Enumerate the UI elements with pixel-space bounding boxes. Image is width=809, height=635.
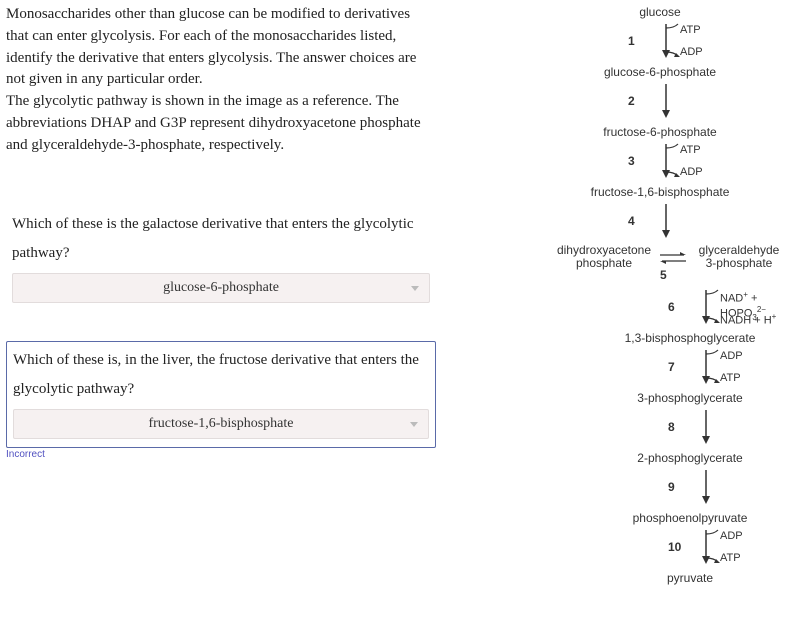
arrow-down-icon	[660, 82, 680, 122]
question-2-text: Which of these is, in the liver, the fru…	[13, 346, 429, 403]
question-2-selected: fructose-1,6-bisphosphate	[148, 416, 293, 432]
arrow-down-icon	[700, 348, 720, 388]
step-7-number: 7	[668, 360, 675, 374]
metabolite-2pg: 2-phosphoglycerate	[520, 450, 800, 466]
question-1-text: Which of these is the galactose derivati…	[12, 210, 430, 267]
step-9-number: 9	[668, 480, 675, 494]
step-8-number: 8	[668, 420, 675, 434]
question-2: Which of these is, in the liver, the fru…	[6, 341, 436, 448]
metabolite-3pg: 3-phosphoglycerate	[520, 390, 800, 406]
step-2-number: 2	[628, 94, 635, 108]
metabolite-dhap: dihydroxyacetone phosphate	[544, 244, 664, 270]
arrow-down-icon	[660, 22, 680, 62]
cofactor-nadh: NADH + H+	[720, 312, 776, 327]
question-1-selected: glucose-6-phosphate	[163, 280, 279, 296]
arrow-down-icon	[700, 408, 720, 448]
arrow-down-icon	[660, 202, 680, 242]
arrow-down-icon	[700, 288, 720, 328]
caret-icon	[410, 422, 418, 427]
dhap-line2: phosphate	[576, 256, 632, 270]
nadh-text: NADH + H	[720, 315, 772, 327]
arrow-down-icon	[700, 528, 720, 568]
metabolite-g3p: glyceraldehyde 3-phosphate	[684, 244, 794, 270]
g3p-line2: 3-phosphate	[706, 256, 773, 270]
question-1: Which of these is the galactose derivati…	[6, 206, 436, 311]
metabolite-fbp: fructose-1,6-bisphosphate	[520, 184, 800, 200]
metabolite-f6p: fructose-6-phosphate	[520, 124, 800, 140]
metabolite-g6p: glucose-6-phosphate	[520, 64, 800, 80]
step-3-number: 3	[628, 154, 635, 168]
nad-text: NAD	[720, 293, 743, 305]
cofactor-atp: ATP	[720, 552, 741, 564]
metabolite-bpg: 1,3-bisphosphoglycerate	[520, 330, 800, 346]
step-6-number: 6	[668, 300, 675, 314]
cofactor-adp: ADP	[720, 350, 743, 362]
cofactor-adp: ADP	[680, 46, 703, 58]
caret-icon	[411, 286, 419, 291]
step-4-number: 4	[628, 214, 635, 228]
cofactor-adp: ADP	[680, 166, 703, 178]
cofactor-atp: ATP	[720, 372, 741, 384]
h-sup: +	[772, 312, 777, 321]
step-10-number: 10	[668, 540, 681, 554]
arrow-down-icon	[660, 142, 680, 182]
arrow-down-icon	[700, 468, 720, 508]
question-1-dropdown[interactable]: glucose-6-phosphate	[12, 273, 430, 303]
g3p-line1: glyceraldehyde	[699, 243, 780, 257]
metabolite-pyruvate: pyruvate	[520, 570, 800, 586]
cofactor-atp: ATP	[680, 24, 701, 36]
dhap-line1: dihydroxyacetone	[557, 243, 651, 257]
cofactor-atp: ATP	[680, 144, 701, 156]
intro-text: Monosaccharides other than glucose can b…	[6, 4, 436, 156]
step-1-number: 1	[628, 34, 635, 48]
cofactor-adp: ADP	[720, 530, 743, 542]
question-2-dropdown[interactable]: fructose-1,6-bisphosphate	[13, 409, 429, 439]
question-2-feedback: Incorrect	[6, 449, 436, 460]
step-5-number: 5	[660, 268, 667, 282]
glycolysis-diagram: glucose 1 ATP ADP glucose-6-phosphate 2 …	[520, 4, 800, 586]
metabolite-glucose: glucose	[520, 4, 800, 20]
metabolite-pep: phosphoenolpyruvate	[520, 510, 800, 526]
